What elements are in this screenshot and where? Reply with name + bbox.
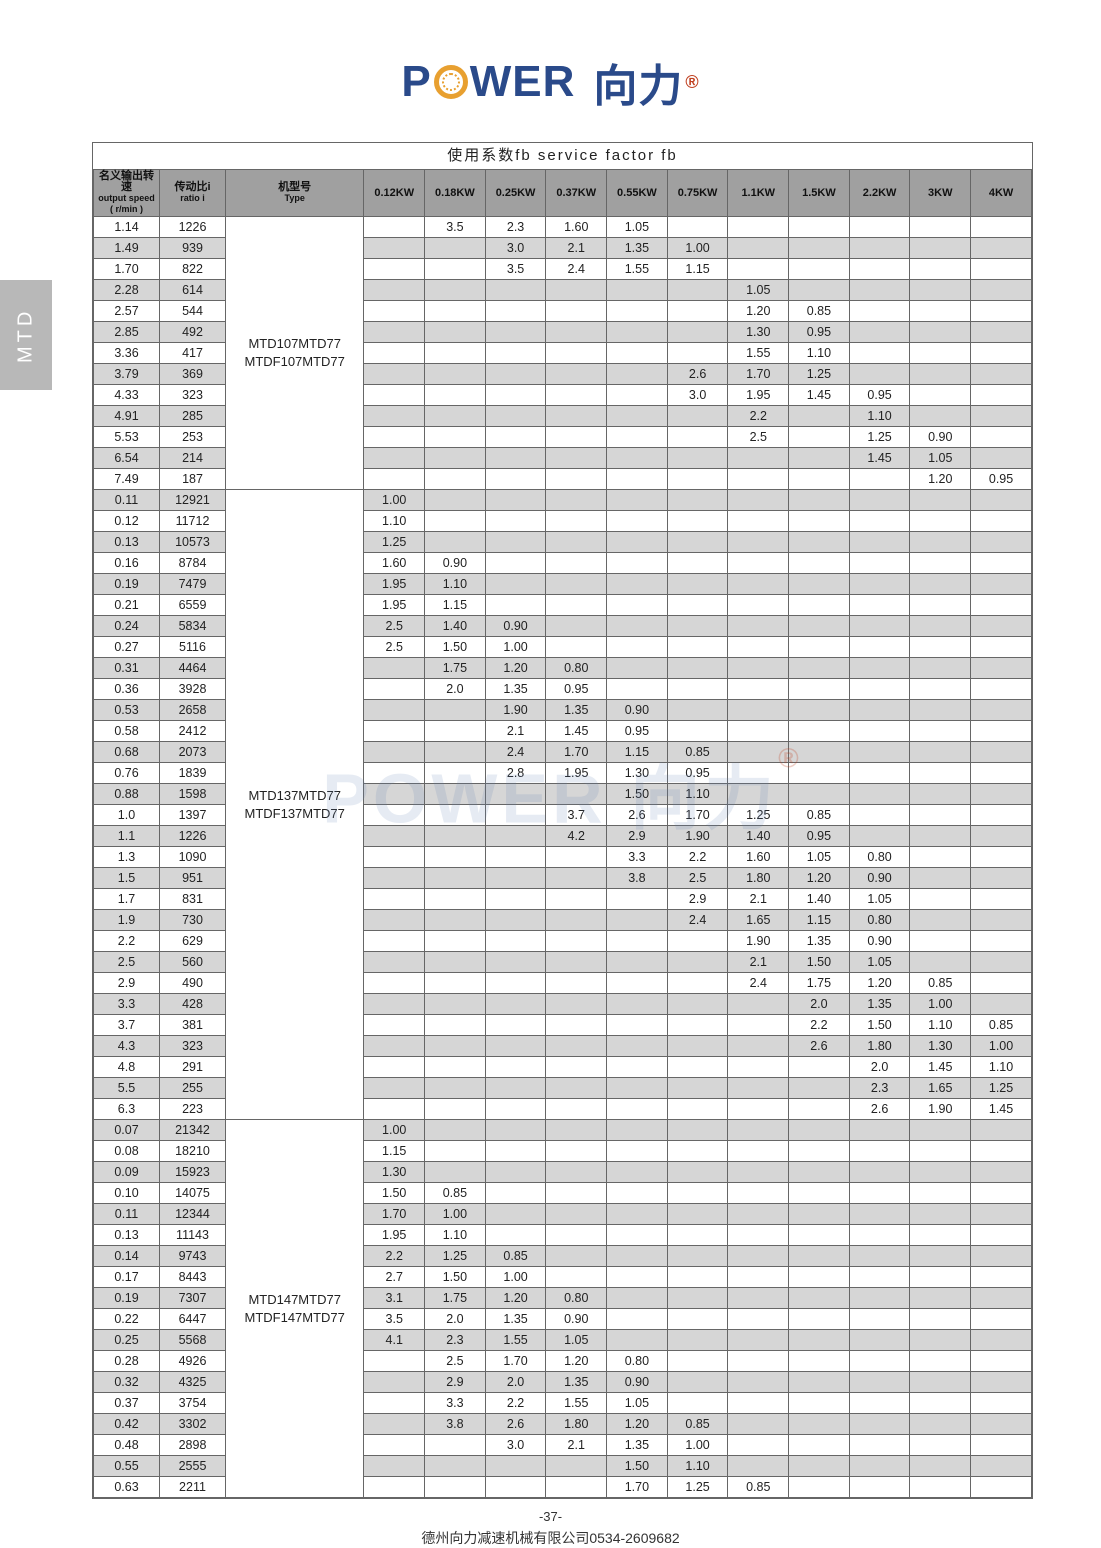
hdr-kw-10: 4KW: [971, 170, 1032, 217]
type-cell-1: MTD137MTD77MTDF137MTD77: [226, 490, 364, 1120]
hdr-ratio: 传动比iratio i: [160, 170, 226, 217]
table-title: 使用系数fb service factor fb: [94, 143, 1032, 170]
service-factor-table-wrap: POWER 向力® 使用系数fb service factor fb名义输出转速…: [92, 142, 1033, 1499]
side-tab: MTD: [0, 280, 52, 390]
service-factor-table: 使用系数fb service factor fb名义输出转速output spe…: [93, 143, 1032, 1498]
hdr-kw-0: 0.12KW: [364, 170, 425, 217]
hdr-type: 机型号Type: [226, 170, 364, 217]
type-cell-0: MTD107MTD77MTDF107MTD77: [226, 217, 364, 490]
hdr-kw-5: 0.75KW: [667, 170, 728, 217]
brand-logo: P WER 向力 ®: [0, 50, 1101, 114]
logo-cn: 向力: [593, 50, 683, 114]
table-row: 0.1112921MTD137MTD77MTDF137MTD771.00: [94, 490, 1032, 511]
page-number: -37-: [0, 1509, 1101, 1524]
hdr-kw-9: 3KW: [910, 170, 971, 217]
registered-icon: ®: [685, 72, 699, 93]
type-cell-2: MTD147MTD77MTDF147MTD77: [226, 1120, 364, 1498]
hdr-kw-8: 2.2KW: [849, 170, 910, 217]
footer-text: 德州向力减速机械有限公司0534-2609682: [0, 1528, 1101, 1548]
gear-icon: [434, 65, 468, 99]
hdr-kw-2: 0.25KW: [485, 170, 546, 217]
table-row: 1.141226MTD107MTD77MTDF107MTD773.52.31.6…: [94, 217, 1032, 238]
hdr-output-speed: 名义输出转速output speed( r/min ): [94, 170, 160, 217]
table-row: 0.0721342MTD147MTD77MTDF147MTD771.00: [94, 1120, 1032, 1141]
hdr-kw-3: 0.37KW: [546, 170, 607, 217]
logo-wer: WER: [470, 57, 576, 107]
hdr-kw-4: 0.55KW: [607, 170, 668, 217]
logo-p: P: [401, 57, 431, 107]
hdr-kw-6: 1.1KW: [728, 170, 789, 217]
hdr-kw-7: 1.5KW: [789, 170, 850, 217]
hdr-kw-1: 0.18KW: [425, 170, 486, 217]
